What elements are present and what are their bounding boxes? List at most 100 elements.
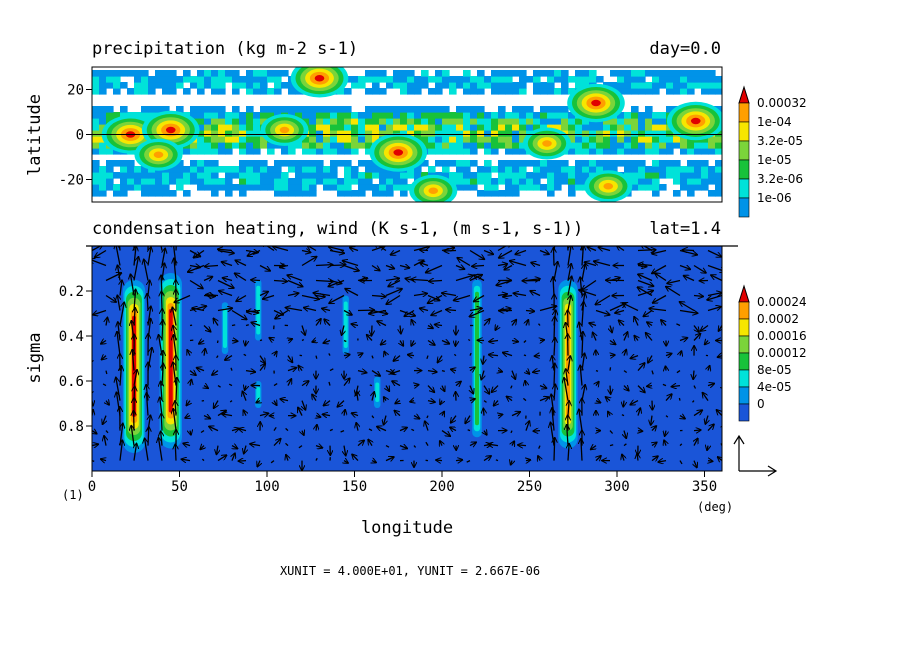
precip-cell [239, 124, 247, 131]
precip-cell [204, 106, 212, 113]
wind-arrow [512, 320, 516, 326]
precip-cell [435, 112, 443, 119]
precip-cell [330, 124, 338, 131]
wind-arrow [159, 438, 163, 461]
precip-cell [666, 82, 674, 89]
precip-cell [428, 142, 436, 149]
wind-arrow [147, 294, 148, 311]
precip-cell [204, 184, 212, 191]
precip-cell [512, 112, 520, 119]
precip-cell [372, 118, 380, 125]
precip-cell [610, 118, 618, 125]
precip-cell [99, 76, 107, 83]
wind-arrow [661, 320, 666, 326]
wind-arrow [413, 294, 427, 296]
precip-cell [211, 106, 219, 113]
precip-cell [561, 70, 569, 77]
precip-hotspot [279, 126, 290, 134]
wind-arrow [232, 446, 237, 449]
wind-arrow [204, 349, 205, 356]
precip-cell [596, 136, 604, 143]
wind-arrow [707, 424, 714, 432]
precip-cell [211, 124, 219, 131]
precip-cell [351, 142, 359, 149]
precip-cell [687, 178, 695, 185]
precip-cell [386, 178, 394, 185]
wind-arrow [324, 319, 331, 326]
precip-cell [575, 178, 583, 185]
precip-cell [484, 76, 492, 83]
precip-cell [666, 148, 674, 155]
wind-arrow [273, 246, 289, 252]
precip-cell [624, 118, 632, 125]
precip-cell [330, 172, 338, 179]
wind-arrow [343, 378, 350, 386]
wind-arrow [400, 325, 401, 334]
precip-cell [561, 124, 569, 131]
wind-vectors [92, 246, 722, 471]
precip-cell [197, 148, 205, 155]
precip-cell [407, 70, 415, 77]
wind-arrow [384, 397, 386, 401]
wind-arrow [455, 266, 464, 270]
precip-cell [407, 88, 415, 95]
wind-arrow [189, 279, 203, 289]
precip-cell [519, 82, 527, 89]
precip-cell [519, 136, 527, 143]
wind-arrow [701, 324, 709, 331]
precip-cell [526, 160, 534, 167]
precip-cell [435, 76, 443, 83]
precip-cell [435, 142, 443, 149]
precip-cell [582, 172, 590, 179]
precip-cell [505, 82, 513, 89]
precip-cell [589, 166, 597, 173]
wind-arrow [425, 441, 429, 446]
precip-cell [246, 172, 254, 179]
precip-cell [211, 148, 219, 155]
wind-arrow [652, 251, 667, 254]
wind-arrow [236, 260, 247, 267]
precip-cell [372, 106, 380, 113]
precip-cell [246, 136, 254, 143]
precip-hotspot [314, 75, 325, 82]
precip-cell [463, 124, 471, 131]
precip-cell [624, 124, 632, 131]
precip-cell [435, 124, 443, 131]
wind-arrow [352, 455, 359, 462]
precip-cell [526, 124, 534, 131]
precip-cell [176, 184, 184, 191]
precip-cell [533, 184, 541, 191]
precip-cell [190, 82, 198, 89]
precip-cell [491, 148, 499, 155]
precip-cell [393, 76, 401, 83]
wind-arrow [189, 266, 200, 268]
precip-cell [260, 70, 268, 77]
precip-cell [372, 184, 380, 191]
precip-cell [484, 148, 492, 155]
precip-cell [463, 106, 471, 113]
precip-cell [92, 118, 100, 125]
precip-cell [631, 136, 639, 143]
wind-arrow [329, 368, 334, 372]
precip-cell [407, 112, 415, 119]
precip-cell [421, 118, 429, 125]
wind-arrow [369, 384, 373, 387]
wind-arrow [203, 325, 211, 332]
precip-cell [617, 136, 625, 143]
reference-vector-icon [733, 434, 778, 477]
wind-arrow [526, 421, 529, 431]
wind-arrow [453, 353, 457, 357]
precip-cell [379, 88, 387, 95]
precip-cell [666, 142, 674, 149]
wind-arrow [315, 281, 333, 282]
precip-cell [715, 172, 722, 179]
legend-label: 0.00032 [757, 96, 807, 110]
precip-cell [533, 112, 541, 119]
wind-arrow [568, 444, 569, 461]
wind-arrow [244, 445, 246, 454]
wind-arrow [216, 340, 219, 344]
precip-cell [400, 124, 408, 131]
precip-cell [302, 184, 310, 191]
wind-arrow [624, 430, 626, 439]
precip-cell [547, 82, 555, 89]
